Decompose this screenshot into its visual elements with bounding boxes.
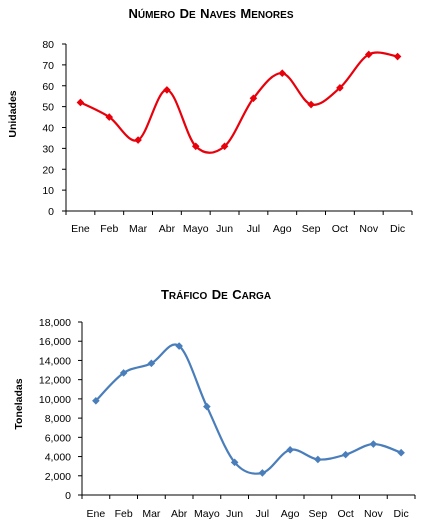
data-point: [230, 458, 239, 467]
x-tick-label: Ago: [273, 223, 292, 235]
y-tick-label: 80: [42, 39, 54, 51]
x-tick-label: Ene: [87, 508, 106, 520]
data-point: [203, 402, 211, 411]
x-tick-label: Jun: [226, 508, 243, 520]
x-tick-label: Nov: [359, 223, 378, 235]
x-tick-label: Jul: [247, 223, 260, 235]
y-tick-label: 16,000: [39, 336, 71, 348]
x-tick-label: Dic: [394, 508, 409, 520]
y-tick-label: 50: [42, 102, 54, 114]
y-tick-label: 6,000: [45, 432, 71, 444]
y-axis-label: Toneladas: [13, 378, 25, 429]
x-tick-label: Abr: [159, 223, 176, 235]
y-tick-label: 14,000: [39, 355, 71, 367]
data-point: [175, 342, 183, 350]
x-tick-label: Mayo: [194, 508, 220, 520]
data-point: [364, 50, 373, 59]
x-tick-label: Jun: [216, 223, 233, 235]
x-tick-label: Feb: [100, 223, 118, 235]
y-tick-label: 70: [42, 60, 54, 72]
x-tick-label: Ago: [281, 508, 300, 520]
chart-trafico-carga: TRÁFICO DE CARGA Toneladas 0 2,000 4,000 6,00…: [0, 262, 421, 524]
series-line: [95, 343, 402, 475]
x-tick-label: Nov: [364, 508, 383, 520]
data-point: [278, 69, 287, 78]
y-tick-label: 18,000: [39, 317, 71, 329]
data-point: [76, 98, 85, 107]
x-tick-label: Dic: [390, 223, 405, 235]
data-point: [397, 448, 405, 457]
y-tick-label: 40: [42, 123, 54, 135]
data-point: [105, 113, 114, 121]
x-tick-label: Oct: [332, 223, 348, 235]
data-point: [369, 440, 378, 448]
chart-svg: TRÁFICO DE CARGA Toneladas 0 2,000 4,000 6,00…: [13, 286, 416, 520]
data-point: [92, 397, 100, 405]
x-tick-label: Sep: [302, 223, 321, 235]
data-point: [258, 469, 267, 477]
data-point: [220, 142, 229, 151]
y-tick-label: 0: [65, 490, 71, 502]
y-tick-label: 30: [42, 143, 54, 155]
y-tick-label: 4,000: [45, 452, 71, 464]
y-tick-label: 60: [42, 81, 54, 93]
x-tick-label: Mayo: [183, 223, 209, 235]
y-tick-label: 20: [42, 164, 54, 176]
data-point: [307, 100, 315, 109]
x-tick-label: Ene: [71, 223, 90, 235]
x-tick-label: Mar: [129, 223, 148, 235]
data-point: [286, 446, 294, 454]
y-tick-label: 0: [48, 206, 54, 218]
x-tick-label: Sep: [309, 508, 328, 520]
chart-title: NÚMERO DE NAVES MENORES: [128, 5, 293, 22]
x-tick-label: Feb: [115, 508, 133, 520]
y-axis-label: Unidades: [7, 90, 19, 137]
y-tick-label: 2,000: [45, 471, 71, 483]
data-point: [163, 86, 171, 94]
y-tick-label: 8,000: [45, 413, 71, 425]
y-tick-label: 10,000: [39, 394, 71, 406]
chart-naves-menores: NÚMERO DE NAVES MENORES Unidades 0 10 20 30 40…: [7, 5, 413, 235]
data-point: [134, 136, 142, 144]
chart-svg: NÚMERO DE NAVES MENORES Unidades 0 10 20 30 40…: [7, 5, 413, 235]
y-tick-label: 12,000: [39, 375, 71, 387]
data-point: [336, 84, 344, 92]
x-tick-label: Abr: [171, 508, 188, 520]
y-tick-label: 10: [42, 185, 54, 197]
data-point: [249, 94, 258, 103]
x-tick-label: Oct: [337, 508, 353, 520]
series-line: [79, 51, 398, 154]
data-point: [341, 450, 350, 459]
data-point: [393, 52, 402, 61]
x-tick-label: Jul: [256, 508, 269, 520]
chart-title: TRÁFICO DE CARGA: [161, 286, 271, 303]
x-tick-label: Mar: [142, 508, 161, 520]
data-point: [314, 455, 322, 464]
data-point: [191, 142, 200, 151]
